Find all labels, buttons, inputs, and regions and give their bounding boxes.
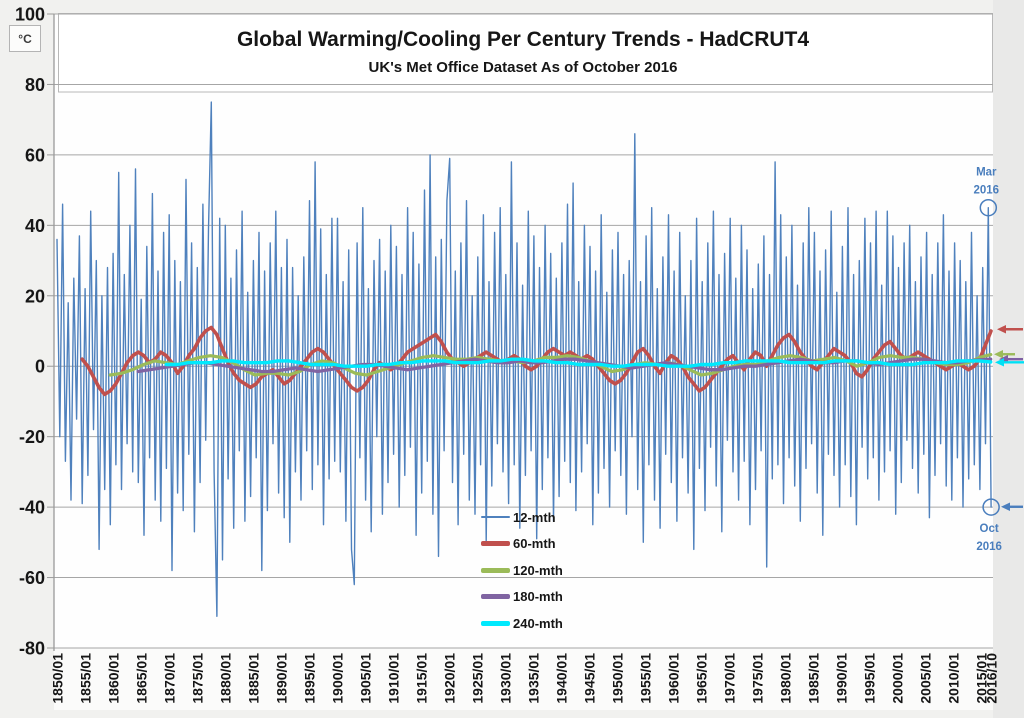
y-tick-label: 60 [25,145,45,165]
x-tick-label: 1870/01 [162,653,178,704]
legend-item-120-mth: 120-mth [481,557,563,584]
y-tick-label: 80 [25,75,45,95]
y-tick-label: 100 [15,5,45,25]
annotation-circle-oct [982,498,1000,516]
x-tick-label: 1920/01 [442,653,458,704]
chart-layer: 100 80 60 40 20 0 -20 -40 -60 -80 1850/01 1855/01 18… [15,5,1024,710]
x-tick-label: 1865/01 [134,653,150,704]
x-tick-label: 1860/01 [106,653,122,704]
legend-item-12-mth: 12-mth [481,504,563,531]
annotation-label-mar: Mar [976,167,997,179]
x-tick-label: 1910/01 [386,653,402,704]
legend-swatch-60-mth [481,541,510,547]
x-tick-label: 1965/01 [694,653,710,704]
legend-label-240-mth: 240-mth [513,615,563,631]
x-tick-label: 2010/01 [946,653,962,704]
arrow-head-120-mth [994,350,1003,359]
y-tick-label: -60 [19,568,45,588]
x-tick-label: 1875/01 [190,653,206,704]
x-tick-label: 2016/10 [984,653,1000,704]
x-tick-label: 1960/01 [666,653,682,704]
x-tick-label: 1990/01 [834,653,850,704]
x-tick-label: 1890/01 [274,653,290,704]
annotation-label-oct: Oct [980,523,999,535]
x-tick-label: 1905/01 [358,653,374,704]
legend-label-180-mth: 180-mth [513,589,563,605]
y-tick-label: 40 [25,216,45,236]
x-tick-label: 1975/01 [750,653,766,704]
y-tick-label: -80 [19,639,45,659]
x-tick-label: 1935/01 [526,653,542,704]
legend-swatch-12-mth [481,516,510,519]
x-tick-label: 1980/01 [778,653,794,704]
x-tick-label: 1970/01 [722,653,738,704]
title-box [58,13,993,93]
annotation-label-mar: 2016 [974,185,1000,197]
legend-swatch-180-mth [481,594,510,600]
x-tick-label: 1885/01 [246,653,262,704]
series-240-mth [164,357,993,368]
legend-item-240-mth: 240-mth [481,610,563,637]
chart-subtitle: UK's Met Office Dataset As of October 20… [369,59,678,76]
legend-item-180-mth: 180-mth [481,584,563,611]
x-tick-label: 1850/01 [50,653,66,704]
x-tick-label: 1985/01 [806,653,822,704]
series-12-mth [56,101,992,617]
x-tick-label: 1915/01 [414,653,430,704]
legend-item-60-mth: 60-mth [481,531,563,558]
y-axis-unit-label: °C [18,31,32,46]
legend-label-120-mth: 120-mth [513,562,563,578]
legend-label-60-mth: 60-mth [513,536,556,552]
x-tick-label: 1940/01 [554,653,570,704]
arrow-head-12-mth [1001,502,1010,511]
legend: 12-mth 60-mth 120-mth 180-mth 240-mth [481,504,563,637]
x-tick-label: 2000/01 [890,653,906,704]
legend-label-12-mth: 12-mth [513,509,556,525]
x-tick-label: 1855/01 [78,653,94,704]
arrow-head-240-mth [995,358,1004,367]
chart-title: Global Warming/Cooling Per Century Trend… [237,28,809,51]
annotation-label-oct: 2016 [976,541,1002,553]
y-axis-unit-box: °C [9,25,41,52]
x-tick-label: 2005/01 [918,653,934,704]
arrow-head-60-mth [997,325,1006,334]
x-tick-label: 2015/01 [974,653,990,704]
y-tick-label: -40 [19,498,45,518]
x-tick-label: 1900/01 [330,653,346,704]
x-tick-label: 1945/01 [582,653,598,704]
legend-swatch-120-mth [481,567,510,573]
series-60-mth [80,325,993,397]
x-tick-label: 1925/01 [470,653,486,704]
x-tick-label: 1955/01 [638,653,654,704]
x-tick-label: 1895/01 [302,653,318,704]
y-tick-label: -20 [19,427,45,447]
x-tick-label: 1930/01 [498,653,514,704]
x-tick-label: 1880/01 [218,653,234,704]
x-tick-label: 1995/01 [862,653,878,704]
y-tick-label: 20 [25,286,45,306]
annotation-circle-mar [979,198,998,217]
y-tick-label: 0 [35,357,45,377]
x-axis-label-strip [54,648,993,710]
x-tick-label: 1950/01 [610,653,626,704]
legend-swatch-240-mth [481,620,510,626]
